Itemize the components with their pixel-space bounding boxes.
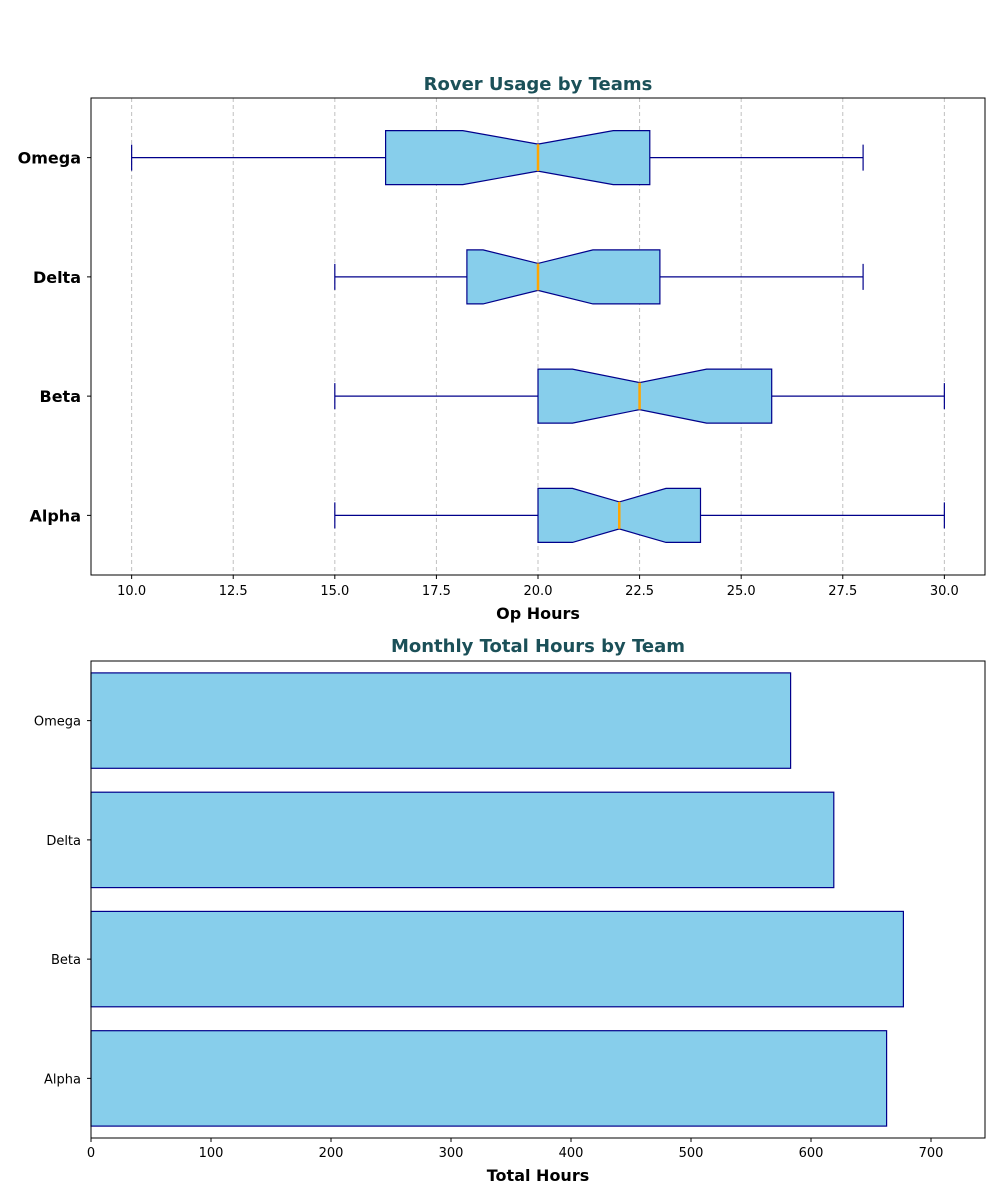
notched-box: [385, 130, 651, 186]
boxplot-y-tick-label: Omega: [18, 149, 81, 168]
boxplot-y-tick-label: Beta: [40, 387, 82, 406]
bar-x-tick-label: 400: [559, 1146, 584, 1161]
bar-chart-title: Monthly Total Hours by Team: [391, 636, 685, 657]
bar-chart: Monthly Total Hours by Team 0 100 200 300 40…: [34, 636, 986, 1185]
bar-y-tick-label: Delta: [46, 834, 81, 849]
bar-x-tick-label: 200: [319, 1146, 344, 1161]
boxplot-x-axis-label: Op Hours: [496, 604, 580, 623]
bar-beta: [90, 910, 905, 1008]
boxplot-x-tick-label: 30.0: [930, 584, 959, 599]
boxplot-x-tick-label: 10.0: [117, 584, 146, 599]
boxplot-x-tick-label: 25.0: [727, 584, 756, 599]
notched-box: [466, 249, 661, 305]
notched-box: [537, 368, 773, 424]
bar-marks: [90, 672, 905, 1127]
bar-x-tick-label: 700: [919, 1146, 944, 1161]
boxplot-y-categories: Alpha Beta Delta Omega: [18, 149, 91, 525]
bar-x-tick-label: 300: [439, 1146, 464, 1161]
boxplot-box-omega: [131, 130, 864, 186]
bar-x-tick-label: 600: [799, 1146, 824, 1161]
boxplot-box-beta: [334, 368, 945, 424]
boxplot-box-alpha: [334, 487, 945, 544]
boxplot-chart: Rover Usage by Teams 10.0 12.5 15.0 17.5 20.…: [18, 74, 986, 623]
bar-y-tick-label: Omega: [34, 715, 81, 730]
bar-y-tick-label: Beta: [51, 953, 81, 968]
bar-x-ticks: 0 100 200 300 400 500 600 700: [87, 1138, 944, 1161]
bar-x-axis-label: Total Hours: [487, 1166, 589, 1185]
boxplot-y-tick-label: Delta: [33, 268, 81, 287]
boxplot-box-delta: [334, 249, 864, 305]
bar-chart-frame: [90, 660, 986, 1139]
bar-alpha: [90, 1030, 888, 1127]
bar-y-categories: Alpha Beta Delta Omega: [34, 715, 91, 1087]
bar-x-tick-label: 0: [87, 1146, 95, 1161]
boxplot-x-tick-label: 17.5: [422, 584, 451, 599]
bar-y-tick-label: Alpha: [44, 1072, 81, 1087]
boxplot-y-tick-label: Alpha: [29, 506, 81, 525]
boxplot-x-tick-label: 20.0: [524, 584, 553, 599]
boxplot-x-tick-label: 12.5: [219, 584, 248, 599]
boxplot-marks: [131, 130, 945, 544]
boxplot-x-tick-label: 15.0: [320, 584, 349, 599]
bar-omega: [90, 672, 792, 769]
bar-x-tick-label: 100: [199, 1146, 224, 1161]
bar-x-tick-label: 500: [679, 1146, 704, 1161]
bar-delta: [90, 791, 835, 889]
boxplot-x-tick-label: 27.5: [828, 584, 857, 599]
boxplot-x-tick-label: 22.5: [625, 584, 654, 599]
boxplot-title: Rover Usage by Teams: [424, 74, 653, 95]
boxplot-x-ticks: 10.0 12.5 15.0 17.5 20.0 22.5 25.0 27.5 30.0: [117, 575, 959, 599]
